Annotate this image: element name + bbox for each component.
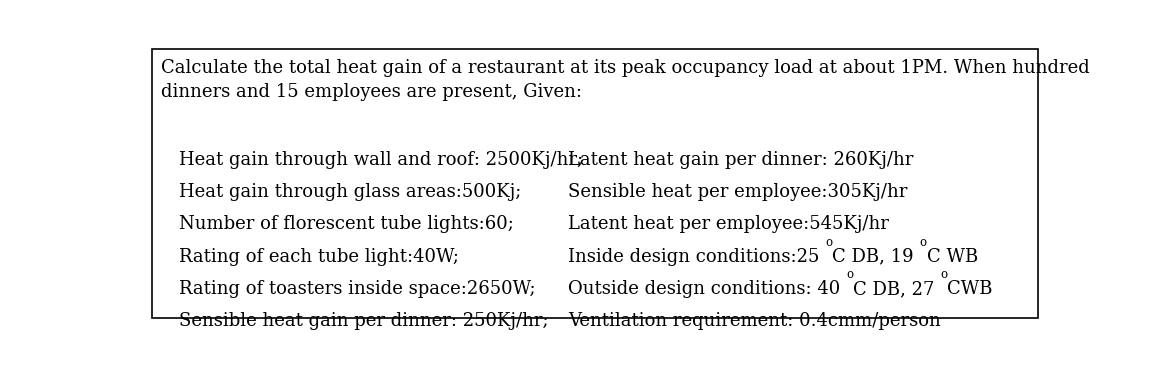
Text: o: o xyxy=(846,268,853,281)
Text: Sensible heat gain per dinner: 250Kj/hr;: Sensible heat gain per dinner: 250Kj/hr; xyxy=(179,312,549,330)
Text: o: o xyxy=(920,236,926,249)
Text: Number of florescent tube lights:60;: Number of florescent tube lights:60; xyxy=(179,215,514,233)
Text: C DB, 27: C DB, 27 xyxy=(853,280,940,298)
Text: Latent heat gain per dinner: 260Kj/hr: Latent heat gain per dinner: 260Kj/hr xyxy=(568,151,914,169)
Text: Inside design conditions:25: Inside design conditions:25 xyxy=(568,247,825,266)
Text: Rating of each tube light:40W;: Rating of each tube light:40W; xyxy=(179,247,460,266)
Text: Ventilation requirement: 0.4cmm/person: Ventilation requirement: 0.4cmm/person xyxy=(568,312,940,330)
Text: o: o xyxy=(940,268,947,281)
Text: Latent heat per employee:545Kj/hr: Latent heat per employee:545Kj/hr xyxy=(568,215,889,233)
Text: Sensible heat per employee:305Kj/hr: Sensible heat per employee:305Kj/hr xyxy=(568,183,908,201)
Text: CWB: CWB xyxy=(947,280,993,298)
Text: Heat gain through glass areas:500Kj;: Heat gain through glass areas:500Kj; xyxy=(179,183,521,201)
FancyBboxPatch shape xyxy=(152,49,1038,318)
Text: Calculate the total heat gain of a restaurant at its peak occupancy load at abou: Calculate the total heat gain of a resta… xyxy=(161,59,1090,101)
Text: Rating of toasters inside space:2650W;: Rating of toasters inside space:2650W; xyxy=(179,280,536,298)
Text: Outside design conditions: 40: Outside design conditions: 40 xyxy=(568,280,846,298)
Text: C DB, 19: C DB, 19 xyxy=(832,247,920,266)
Text: C WB: C WB xyxy=(926,247,978,266)
Text: Heat gain through wall and roof: 2500Kj/hr;: Heat gain through wall and roof: 2500Kj/… xyxy=(179,151,584,169)
Text: o: o xyxy=(825,236,832,249)
